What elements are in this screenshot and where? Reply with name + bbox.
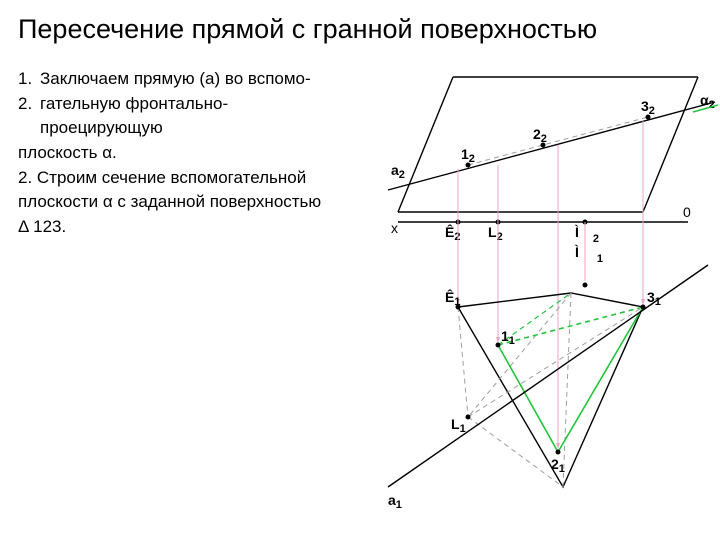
lbl-L1: L1 — [451, 416, 466, 435]
drop-lines — [458, 121, 643, 447]
geometry-diagram: x 0 α2 — [383, 47, 720, 517]
diagram-column: x 0 α2 — [388, 67, 708, 239]
lbl-22: 22 — [533, 126, 547, 145]
text-line-4: плоскость α. — [18, 141, 388, 166]
lbl-I2: Ì2 — [574, 224, 599, 245]
lbl-12: 12 — [461, 146, 475, 165]
text-line-7: Δ 123. — [18, 215, 388, 240]
text-line-5: 2. Строим сечение вспомогательной — [18, 166, 388, 191]
lbl-21: 21 — [551, 456, 565, 475]
txt-1: Заключаем прямую (a) во вспомо- — [40, 67, 311, 92]
text-column: 1. Заключаем прямую (a) во вспомо- 2. га… — [18, 67, 388, 239]
top-projection — [388, 77, 715, 212]
lbl-32: 32 — [641, 98, 655, 117]
text-line-2: 2. гательную фронтально- — [18, 92, 388, 117]
label-zero: 0 — [683, 204, 691, 220]
content-row: 1. Заключаем прямую (a) во вспомо- 2. га… — [0, 57, 720, 239]
txt-2: гательную фронтально- — [40, 92, 228, 117]
lbl-11: 11 — [501, 328, 515, 347]
lbl-a1: a1 — [388, 492, 402, 511]
text-line-3: проецирующую — [18, 116, 388, 141]
lbl-I1: Ì1 — [574, 244, 603, 265]
lbl-L2: L2 — [488, 224, 503, 243]
num-1: 1. — [18, 67, 40, 92]
text-line-1: 1. Заключаем прямую (a) во вспомо- — [18, 67, 388, 92]
label-x: x — [391, 220, 398, 236]
alpha-label: α2 — [693, 92, 718, 112]
text-line-6: плоскости α с заданной поверхностью — [18, 190, 388, 215]
num-2: 2. — [18, 92, 40, 117]
lbl-a2: a2 — [391, 162, 405, 181]
